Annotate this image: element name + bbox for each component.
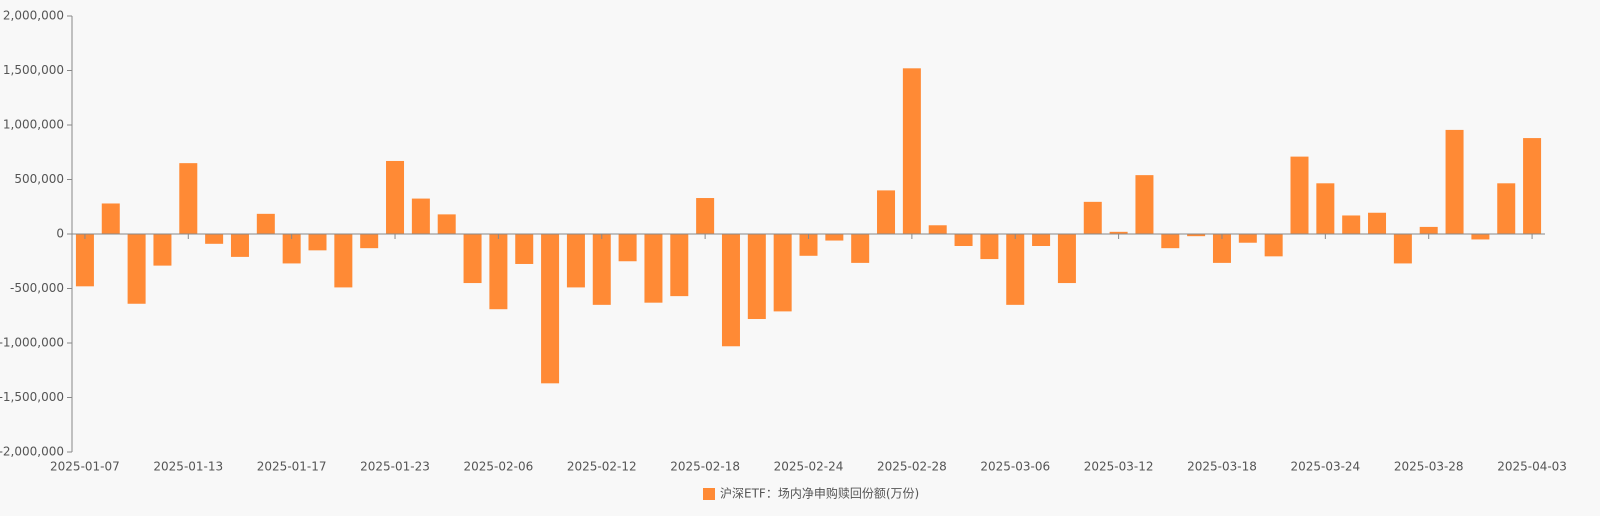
bar (1368, 212, 1387, 234)
x-tick-label: 2025-03-06 (980, 460, 1050, 474)
y-tick-label: 1,500,000 (3, 63, 64, 77)
bar (386, 160, 405, 234)
x-tick-label: 2025-02-18 (670, 460, 740, 474)
x-tick-label: 2025-03-24 (1290, 460, 1360, 474)
bar (1057, 234, 1076, 284)
bar (1135, 175, 1154, 234)
bar (1445, 129, 1464, 234)
bar (360, 234, 379, 249)
bar (1032, 234, 1051, 246)
bar (877, 190, 896, 234)
bar (308, 234, 327, 251)
bar (670, 234, 689, 297)
bar (773, 234, 792, 312)
y-tick-label: 2,000,000 (3, 9, 64, 23)
bar (256, 213, 275, 234)
y-tick-label: 0 (56, 227, 64, 241)
bar (489, 234, 508, 310)
bar (75, 234, 94, 287)
bar (1419, 226, 1438, 234)
bar (566, 234, 585, 288)
y-tick-label: -2,000,000 (0, 445, 64, 459)
bar (463, 234, 482, 284)
bar (541, 234, 560, 384)
x-tick-label: 2025-02-28 (877, 460, 947, 474)
bar (153, 234, 172, 266)
bar (1497, 183, 1516, 234)
bar (515, 234, 534, 264)
bar (1523, 138, 1542, 234)
bar (980, 234, 999, 260)
bar (592, 234, 611, 305)
bar (1238, 234, 1257, 243)
bar (747, 234, 766, 320)
bar (230, 234, 249, 257)
bar (1083, 201, 1102, 234)
y-tick-label: 1,000,000 (3, 118, 64, 132)
bar (1393, 234, 1412, 264)
legend-swatch (703, 488, 715, 500)
bar (101, 203, 120, 234)
bar (618, 234, 637, 262)
bar (902, 68, 921, 234)
bar (1290, 156, 1309, 234)
x-tick-label: 2025-02-06 (464, 460, 534, 474)
y-tick-label: -500,000 (10, 281, 64, 295)
bar (644, 234, 663, 303)
bar (1342, 215, 1361, 234)
bar (1212, 234, 1231, 263)
bar (437, 214, 456, 234)
bar (1187, 234, 1206, 237)
bar (799, 234, 818, 256)
bar (205, 234, 224, 244)
bar (1264, 234, 1283, 257)
x-tick-label: 2025-02-12 (567, 460, 637, 474)
y-tick-label: 500,000 (14, 172, 64, 186)
legend-label: 沪深ETF：场内净申购赎回份额(万份) (720, 486, 919, 501)
x-tick-label: 2025-03-18 (1187, 460, 1257, 474)
bar (1471, 234, 1490, 240)
x-tick-label: 2025-01-17 (257, 460, 327, 474)
bar (282, 234, 301, 264)
x-tick-label: 2025-04-03 (1497, 460, 1567, 474)
bar (127, 234, 146, 304)
bar (721, 234, 740, 347)
y-tick-label: -1,000,000 (0, 336, 64, 350)
bar (1006, 234, 1025, 305)
x-tick-label: 2025-03-28 (1394, 460, 1464, 474)
bar (179, 163, 198, 234)
bar (696, 198, 715, 234)
x-tick-label: 2025-02-24 (774, 460, 844, 474)
bar (334, 234, 353, 288)
bar (928, 225, 947, 234)
x-tick-label: 2025-01-13 (153, 460, 223, 474)
x-tick-label: 2025-01-23 (360, 460, 430, 474)
bar (954, 234, 973, 246)
bar (851, 234, 870, 263)
bar (1161, 234, 1180, 249)
x-tick-label: 2025-03-12 (1084, 460, 1154, 474)
bar (1109, 231, 1128, 234)
bar (1316, 183, 1335, 234)
x-tick-label: 2025-01-07 (50, 460, 120, 474)
bar (411, 198, 430, 234)
bar (825, 234, 844, 241)
y-tick-label: -1,500,000 (0, 390, 64, 404)
